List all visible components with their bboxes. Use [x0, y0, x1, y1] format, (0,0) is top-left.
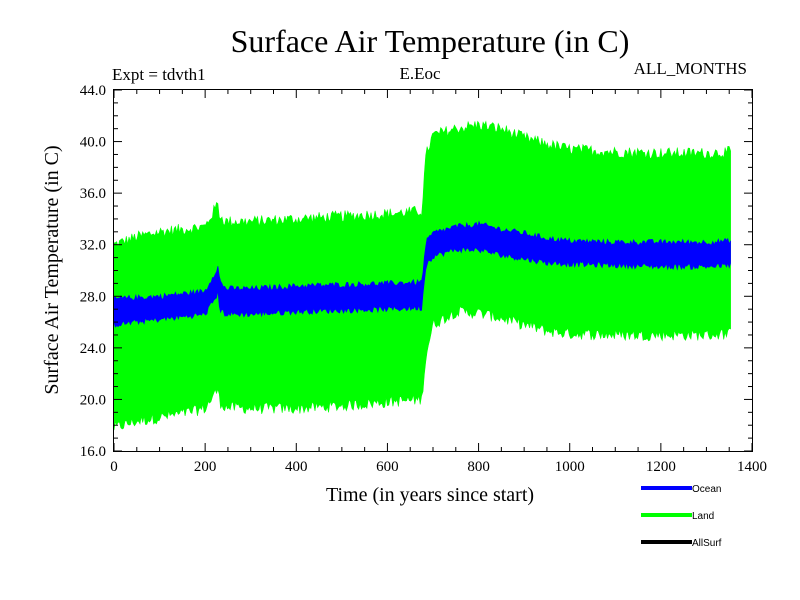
y-tick-label: 16.0 [80, 444, 106, 460]
x-tick-label: 400 [285, 459, 308, 475]
x-tick-label: 800 [467, 459, 490, 475]
y-tick-labels: 16.0 20.0 24.0 28.0 32.0 36.0 40.0 44.0 [80, 83, 106, 460]
x-tick-label: 1400 [737, 459, 767, 475]
y-tick-label: 36.0 [80, 186, 106, 202]
x-axis-label: Time (in years since start) [326, 484, 534, 506]
series-ocean-band [113, 220, 731, 328]
y-tick-label: 20.0 [80, 392, 106, 408]
x-tick-label: 1200 [646, 459, 676, 475]
y-tick-label: 40.0 [80, 135, 106, 151]
legend-label-ocean: Ocean [692, 484, 721, 495]
months-label: ALL_MONTHS [634, 59, 747, 78]
plot-frame [113, 89, 753, 452]
y-tick-label: 44.0 [80, 83, 106, 99]
legend-label-allsurf: AllSurf [692, 538, 722, 549]
x-tick-label: 200 [194, 459, 217, 475]
x-tick-labels: 0 200 400 600 800 1000 1200 1400 [110, 459, 767, 475]
axis-ticks [113, 89, 753, 452]
x-tick-label: 1000 [555, 459, 585, 475]
series-layer [113, 120, 731, 431]
run-label: E.Eoc [399, 64, 441, 83]
y-tick-label: 24.0 [80, 341, 106, 357]
chart-title: Surface Air Temperature (in C) [231, 23, 630, 59]
y-tick-label: 32.0 [80, 238, 106, 254]
legend: Ocean Land AllSurf [641, 484, 722, 549]
legend-label-land: Land [692, 511, 714, 522]
y-tick-label: 28.0 [80, 289, 106, 305]
y-axis-label: Surface Air Temperature (in C) [41, 145, 63, 394]
experiment-label: Expt = tdvth1 [112, 65, 206, 84]
x-tick-label: 0 [110, 459, 118, 475]
x-tick-label: 600 [376, 459, 399, 475]
